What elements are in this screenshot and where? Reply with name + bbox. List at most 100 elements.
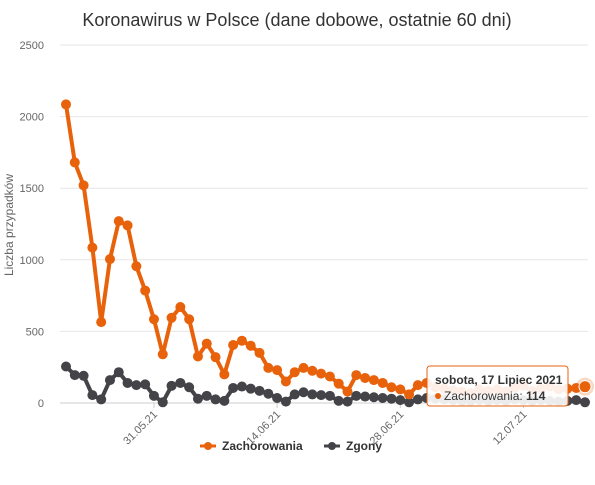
- data-point-zachorowania[interactable]: [140, 285, 151, 296]
- data-point-zachorowania[interactable]: [263, 362, 274, 373]
- data-point-zachorowania[interactable]: [228, 340, 239, 351]
- series-zachorowania: [61, 99, 590, 400]
- data-point-zgony[interactable]: [236, 381, 247, 392]
- data-point-zgony[interactable]: [395, 395, 406, 406]
- data-point-zachorowania[interactable]: [210, 352, 221, 363]
- data-point-zgony[interactable]: [219, 395, 230, 406]
- legend-label-zgony: Zgony: [346, 439, 382, 453]
- data-point-zachorowania[interactable]: [368, 375, 379, 386]
- data-point-zgony[interactable]: [307, 389, 318, 400]
- tooltip: sobota, 17 Lipiec 2021 Zachorowania: 114: [426, 365, 569, 407]
- data-point-zachorowania[interactable]: [96, 317, 107, 328]
- data-point-zachorowania[interactable]: [254, 347, 265, 358]
- data-point-zgony[interactable]: [175, 377, 186, 388]
- data-point-zachorowania[interactable]: [184, 314, 195, 325]
- data-point-zgony[interactable]: [87, 390, 98, 401]
- data-point-zgony[interactable]: [166, 380, 177, 391]
- data-point-zgony[interactable]: [571, 395, 582, 406]
- data-point-zgony[interactable]: [245, 383, 256, 394]
- tooltip-separator: :: [519, 389, 526, 403]
- data-point-zgony[interactable]: [69, 370, 80, 381]
- data-point-zgony[interactable]: [61, 361, 71, 372]
- y-tick-labels: 0 500 1000 1500 2000 2500: [20, 40, 44, 410]
- data-point-zachorowania[interactable]: [236, 335, 247, 346]
- data-point-zgony[interactable]: [131, 380, 142, 391]
- y-tick-label: 1000: [20, 255, 44, 267]
- data-point-zgony[interactable]: [351, 390, 362, 401]
- data-point-zachorowania[interactable]: [87, 242, 98, 253]
- data-point-zachorowania[interactable]: [272, 365, 283, 376]
- data-point-zachorowania[interactable]: [148, 314, 159, 325]
- data-point-zgony[interactable]: [122, 377, 133, 388]
- data-point-zachorowania[interactable]: [298, 362, 309, 373]
- data-point-zachorowania[interactable]: [377, 377, 388, 388]
- data-point-zgony[interactable]: [386, 393, 397, 404]
- data-point-zgony[interactable]: [580, 397, 590, 408]
- data-point-zachorowania[interactable]: [245, 340, 256, 351]
- data-point-zachorowania[interactable]: [69, 157, 80, 168]
- data-point-zachorowania[interactable]: [131, 261, 142, 272]
- chart-title: Koronawirus w Polsce (dane dobowe, ostat…: [82, 10, 511, 30]
- x-tick-label: 31.05.21: [121, 409, 160, 448]
- tooltip-series-text: Zachorowania: 114: [444, 389, 546, 403]
- data-point-zachorowania[interactable]: [342, 386, 353, 397]
- data-point-zachorowania[interactable]: [113, 216, 124, 227]
- data-point-zachorowania[interactable]: [316, 368, 327, 379]
- data-point-zachorowania[interactable]: [104, 254, 115, 265]
- legend-item-zgony[interactable]: Zgony: [324, 439, 382, 453]
- data-point-zachorowania[interactable]: [386, 382, 397, 393]
- data-point-zachorowania[interactable]: [404, 389, 415, 400]
- data-point-zachorowania[interactable]: [166, 312, 177, 323]
- data-point-zgony[interactable]: [377, 392, 388, 403]
- data-point-zgony[interactable]: [104, 375, 115, 386]
- data-point-zgony[interactable]: [333, 395, 344, 406]
- data-point-zachorowania[interactable]: [307, 365, 318, 376]
- data-point-zgony[interactable]: [192, 393, 203, 404]
- hover-point[interactable]: [578, 380, 592, 394]
- legend-marker-zachorowania: [204, 442, 212, 450]
- data-point-zgony[interactable]: [254, 385, 265, 396]
- data-point-zgony[interactable]: [157, 397, 168, 408]
- data-point-zachorowania[interactable]: [201, 338, 212, 349]
- data-point-zachorowania[interactable]: [395, 384, 406, 395]
- tooltip-series-dot: [435, 393, 441, 399]
- data-point-zgony[interactable]: [316, 390, 327, 401]
- data-point-zgony[interactable]: [113, 367, 124, 378]
- data-point-zgony[interactable]: [148, 390, 159, 401]
- data-point-zgony[interactable]: [210, 394, 221, 405]
- data-point-zgony[interactable]: [368, 392, 379, 403]
- data-point-zachorowania[interactable]: [175, 302, 186, 313]
- data-point-zgony[interactable]: [280, 396, 291, 407]
- data-point-zachorowania[interactable]: [280, 376, 291, 387]
- data-point-zgony[interactable]: [184, 382, 195, 393]
- data-point-zgony[interactable]: [412, 394, 423, 405]
- data-point-zgony[interactable]: [140, 379, 151, 390]
- data-point-zgony[interactable]: [404, 397, 415, 408]
- data-point-zachorowania[interactable]: [61, 99, 71, 110]
- data-point-zgony[interactable]: [201, 390, 212, 401]
- data-point-zachorowania[interactable]: [360, 372, 371, 383]
- data-point-zachorowania[interactable]: [219, 369, 230, 380]
- data-point-zachorowania[interactable]: [351, 370, 362, 381]
- data-point-zgony[interactable]: [342, 396, 353, 407]
- y-tick-label: 0: [38, 398, 44, 410]
- data-point-zgony[interactable]: [263, 388, 274, 399]
- legend-item-zachorowania[interactable]: Zachorowania: [200, 439, 303, 453]
- data-point-zachorowania[interactable]: [192, 351, 203, 362]
- data-point-zachorowania[interactable]: [122, 220, 133, 231]
- data-point-zgony[interactable]: [78, 370, 89, 381]
- data-point-zachorowania[interactable]: [289, 367, 300, 378]
- data-point-zgony[interactable]: [298, 387, 309, 398]
- data-point-zachorowania[interactable]: [333, 378, 344, 389]
- data-point-zachorowania[interactable]: [412, 380, 423, 391]
- data-point-zgony[interactable]: [228, 382, 239, 393]
- data-point-zachorowania[interactable]: [157, 349, 168, 360]
- data-point-zgony[interactable]: [289, 389, 300, 400]
- data-point-zgony[interactable]: [272, 392, 283, 403]
- data-point-zgony[interactable]: [96, 394, 107, 405]
- data-point-zgony[interactable]: [360, 391, 371, 402]
- data-point-zgony[interactable]: [324, 390, 335, 401]
- data-point-zachorowania[interactable]: [78, 180, 89, 191]
- data-point-zachorowania[interactable]: [324, 371, 335, 382]
- y-tick-label: 1500: [20, 183, 44, 195]
